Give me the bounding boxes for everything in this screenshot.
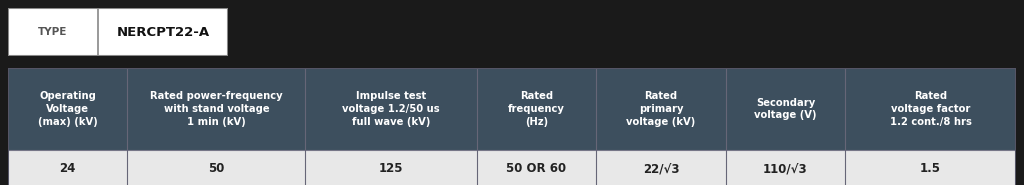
Text: NERCPT22-A: NERCPT22-A (117, 26, 210, 38)
Bar (8, 150, 1016, 185)
Text: Rated
primary
voltage (kV): Rated primary voltage (kV) (627, 91, 695, 127)
Text: Rated power-frequency
with stand voltage
1 min (kV): Rated power-frequency with stand voltage… (151, 91, 283, 127)
Text: 50: 50 (208, 162, 224, 176)
Text: 22/√3: 22/√3 (643, 162, 679, 176)
Text: TYPE: TYPE (38, 27, 68, 37)
Text: 125: 125 (379, 162, 403, 176)
Text: Impulse test
voltage 1.2/50 us
full wave (kV): Impulse test voltage 1.2/50 us full wave… (342, 91, 440, 127)
Text: Rated
frequency
(Hz): Rated frequency (Hz) (508, 91, 565, 127)
Bar (8, 68, 1016, 150)
Text: Rated
voltage factor
1.2 cont./8 hrs: Rated voltage factor 1.2 cont./8 hrs (890, 91, 972, 127)
Text: 24: 24 (59, 162, 76, 176)
Text: 50 OR 60: 50 OR 60 (507, 162, 566, 176)
Text: Secondary
voltage (V): Secondary voltage (V) (754, 98, 817, 120)
Text: 110/√3: 110/√3 (763, 162, 808, 176)
Text: Operating
Voltage
(max) (kV): Operating Voltage (max) (kV) (38, 91, 97, 127)
Text: 1.5: 1.5 (921, 162, 941, 176)
